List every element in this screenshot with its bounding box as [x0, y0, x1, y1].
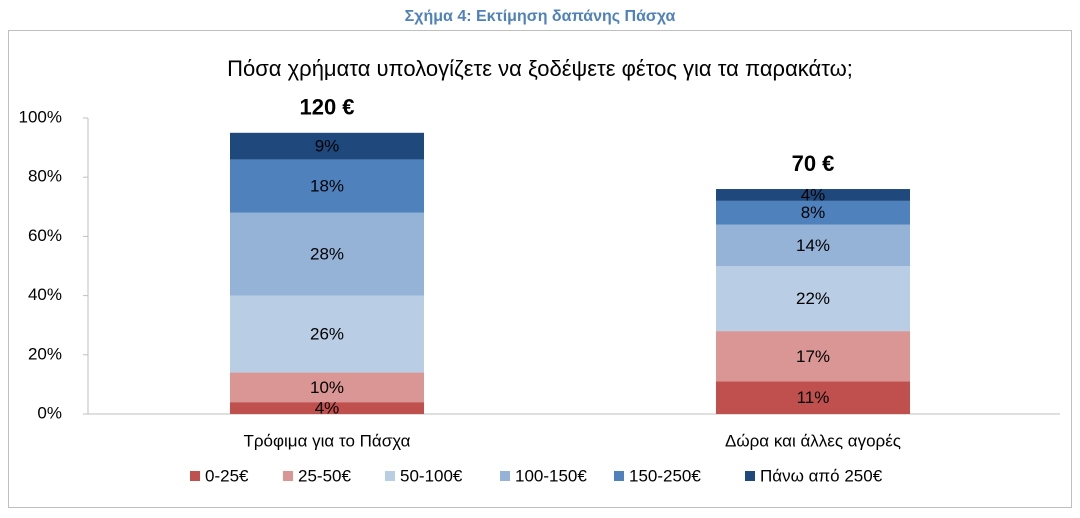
bar-segment	[230, 132, 424, 160]
total-label: 70 €	[792, 151, 835, 176]
legend-swatch	[614, 471, 624, 481]
data-label: 14%	[796, 236, 830, 255]
chart-title: Πόσα χρήματα υπολογίζετε να ξοδέψετε φέτ…	[227, 56, 853, 81]
legend-label: Πάνω από 250€	[760, 466, 883, 485]
data-label: 17%	[796, 347, 830, 366]
bar-segment	[230, 402, 424, 414]
caption: Σχήμα 4: Εκτίμηση δαπάνης Πάσχα	[405, 8, 676, 25]
chart-frame	[8, 30, 1072, 508]
y-tick-label: 20%	[28, 344, 62, 363]
legend-label: 150-250€	[629, 466, 701, 485]
legend-swatch	[500, 471, 510, 481]
data-label: 11%	[797, 388, 830, 407]
legend-label: 0-25€	[205, 466, 249, 485]
data-label: 8%	[801, 203, 826, 222]
bar-segment	[716, 381, 910, 414]
data-label: 22%	[796, 289, 830, 308]
y-tick-label: 0%	[37, 403, 62, 422]
legend-swatch	[283, 471, 293, 481]
data-label: 28%	[310, 245, 344, 264]
y-tick-label: 40%	[28, 285, 62, 304]
y-tick-label: 60%	[28, 226, 62, 245]
legend-swatch	[745, 471, 755, 481]
x-tick-label: Δώρα και άλλες αγορές	[725, 431, 901, 450]
legend-label: 50-100€	[400, 466, 463, 485]
x-tick-label: Τρόφιμα για το Πάσχα	[243, 431, 410, 450]
legend-swatch	[190, 471, 200, 481]
bar-segment	[230, 372, 424, 403]
legend-swatch	[385, 471, 395, 481]
legend-label: 100-150€	[515, 466, 587, 485]
data-label: 18%	[310, 177, 344, 196]
y-tick-label: 100%	[19, 107, 62, 126]
bar-segment	[716, 189, 910, 201]
legend-label: 25-50€	[298, 466, 351, 485]
bar-segment	[230, 159, 424, 213]
bar-segment	[716, 331, 910, 382]
data-label: 4%	[315, 399, 340, 418]
data-label: 26%	[310, 325, 344, 344]
bar-segment	[716, 266, 910, 332]
data-label: 9%	[315, 137, 340, 156]
bar-segment	[716, 224, 910, 266]
data-label: 10%	[310, 378, 344, 397]
bar-segment	[716, 200, 910, 225]
data-label: 4%	[801, 185, 826, 204]
y-tick-label: 80%	[28, 167, 62, 186]
bar-segment	[230, 295, 424, 373]
bar-segment	[230, 212, 424, 296]
total-label: 120 €	[299, 95, 354, 120]
